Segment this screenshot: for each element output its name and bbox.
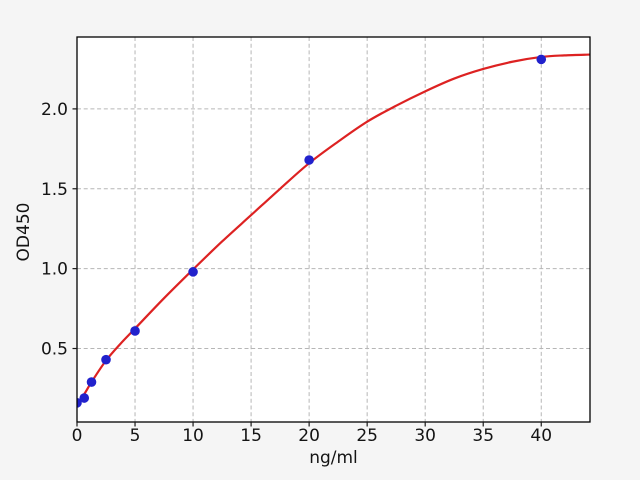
x-tick-label: 20: [298, 426, 320, 446]
y-tick-label: 1.0: [41, 260, 68, 280]
data-point: [536, 54, 547, 65]
data-point: [130, 326, 140, 336]
y-tick-label: 2.0: [41, 100, 68, 120]
x-tick-label: 40: [530, 426, 552, 446]
x-tick-label: 0: [72, 426, 83, 446]
y-tick-label: 0.5: [41, 340, 68, 360]
x-tick-label: 5: [130, 426, 141, 446]
data-point: [101, 354, 111, 365]
fit-curve: [77, 53, 590, 405]
x-tick-label: 10: [182, 426, 204, 446]
x-tick-label: 30: [414, 426, 436, 446]
x-tick-label: 35: [472, 426, 494, 446]
data-point: [79, 393, 90, 403]
x-axis-label: ng/ml: [309, 448, 358, 468]
y-axis-label: OD450: [14, 202, 34, 262]
data-point: [188, 267, 198, 277]
data-point: [86, 377, 97, 387]
plot-frame: [76, 36, 591, 423]
y-tick-label: 1.5: [41, 180, 68, 200]
data-point: [304, 155, 314, 165]
x-tick-label: 15: [240, 426, 262, 446]
plot-background: [77, 37, 590, 422]
x-tick-label: 25: [356, 426, 378, 446]
